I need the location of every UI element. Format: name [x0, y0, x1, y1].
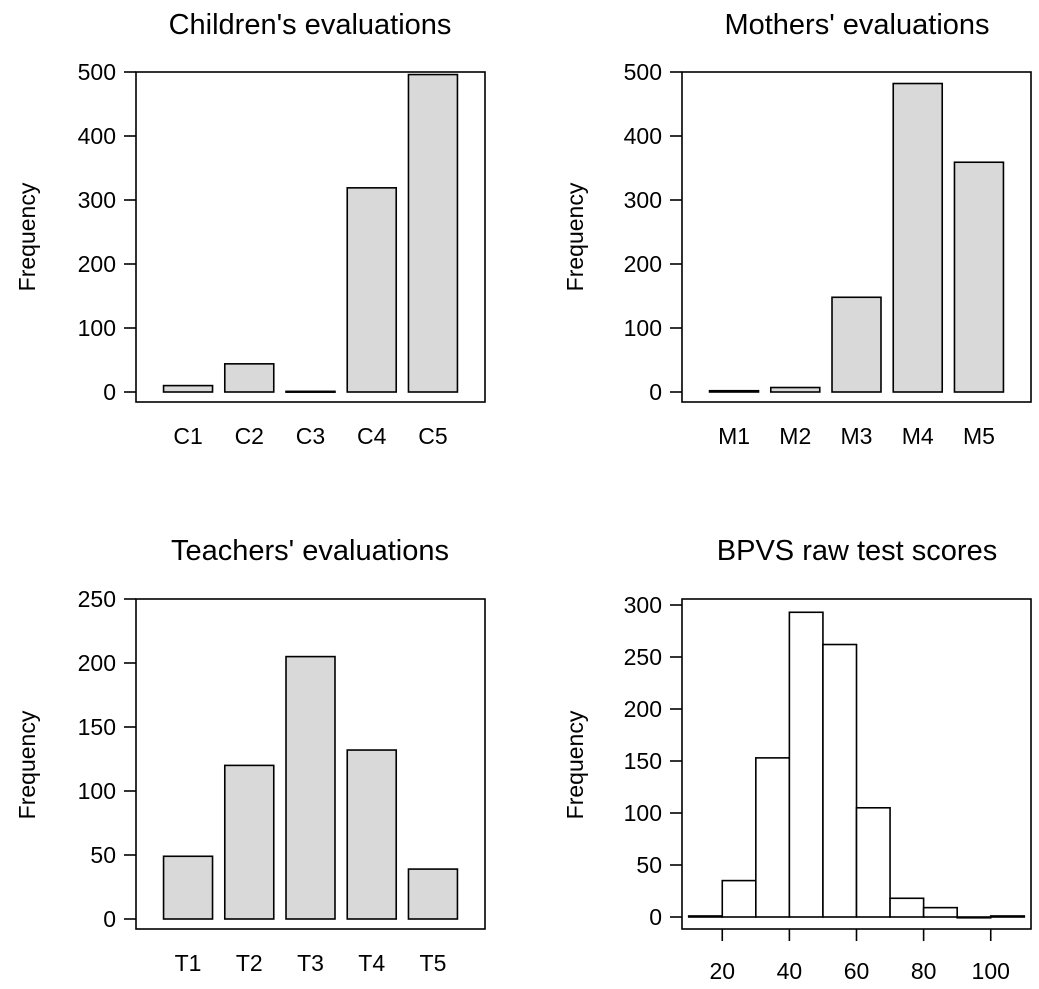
- x-tick-label: M3: [841, 423, 873, 449]
- bar: [346, 749, 398, 920]
- x-tick-label: C1: [173, 423, 202, 449]
- chart-title: Children's evaluations: [169, 9, 452, 41]
- histogram-bin: [855, 806, 891, 918]
- y-tick-label: 150: [78, 714, 116, 740]
- bar: [285, 655, 336, 920]
- x-tick-label: M2: [779, 423, 811, 449]
- chart-title: BPVS raw test scores: [717, 535, 997, 567]
- y-tick-label: 50: [636, 852, 662, 878]
- y-tick-label: 300: [78, 187, 116, 213]
- bar: [285, 390, 336, 393]
- chart-panel-bpvs: BPVS raw test scores Frequency 0 50 100 150…: [562, 535, 1032, 984]
- y-tick-label: 150: [624, 748, 662, 774]
- histogram-bin: [989, 915, 1026, 918]
- x-tick-label: T2: [236, 950, 263, 976]
- histogram-bin: [822, 643, 858, 918]
- y-tick-label: 0: [649, 379, 662, 405]
- histogram-bin: [956, 916, 992, 919]
- y-tick-label: 100: [624, 315, 662, 341]
- bar: [223, 363, 275, 393]
- plot-area: 0 50 100 150 200 250 T1 T2 T3 T4 T5: [78, 586, 459, 976]
- chart-title: Mothers' evaluations: [724, 9, 989, 41]
- y-tick-label: 0: [103, 379, 116, 405]
- bar: [223, 764, 275, 920]
- y-tick-label: 0: [103, 906, 116, 932]
- plot-area: 0 100 200 300 400 500 C1 C2 C3 C4 C5: [78, 59, 459, 449]
- histogram-bin: [755, 757, 791, 918]
- bar: [346, 187, 398, 393]
- y-tick-label: 250: [624, 644, 662, 670]
- bar: [162, 384, 214, 393]
- chart-panel-teachers: Teachers' evaluations Frequency 0 50 100 15…: [14, 535, 486, 976]
- histogram-bin: [788, 611, 824, 918]
- y-tick-label: 300: [624, 592, 662, 618]
- bar: [407, 73, 459, 393]
- chart-title: Teachers' evaluations: [171, 535, 449, 567]
- x-tick-label: T4: [358, 950, 385, 976]
- y-tick-label: 400: [624, 123, 662, 149]
- x-tick-label: 60: [844, 958, 870, 984]
- bar: [407, 868, 459, 920]
- histogram-bin: [922, 906, 958, 918]
- x-tick-label: T3: [297, 950, 324, 976]
- bar: [953, 161, 1005, 393]
- bar: [831, 296, 882, 393]
- y-axis-label: Frequency: [562, 710, 588, 819]
- y-axis-label: Frequency: [14, 182, 40, 291]
- y-tick-label: 200: [78, 650, 116, 676]
- y-tick-label: 250: [78, 586, 116, 612]
- y-tick-label: 200: [624, 251, 662, 277]
- bar: [769, 386, 821, 393]
- y-tick-label: 200: [78, 251, 116, 277]
- x-tick-label: C5: [418, 423, 447, 449]
- x-tick-label: 80: [911, 958, 937, 984]
- x-tick-label: C2: [235, 423, 264, 449]
- x-tick-label: C3: [296, 423, 325, 449]
- histogram-bin: [721, 879, 757, 918]
- plot-area: 0 100 200 300 400 500 M1 M2 M3 M4 M5: [624, 59, 1005, 449]
- y-tick-label: 200: [624, 696, 662, 722]
- histogram-bin: [687, 915, 724, 918]
- plot-frame: [135, 598, 486, 930]
- histogram-bin: [889, 897, 925, 918]
- x-tick-label: M4: [902, 423, 934, 449]
- x-tick-label: T5: [420, 950, 447, 976]
- y-tick-label: 100: [78, 315, 116, 341]
- chart-panel-mothers: Mothers' evaluations Frequency 0 100 200 30…: [562, 9, 1032, 449]
- y-tick-label: 50: [90, 842, 116, 868]
- chart-panel-children: Children's evaluations Frequency 0 100 200…: [14, 9, 486, 449]
- y-tick-label: 0: [649, 904, 662, 930]
- y-tick-label: 400: [78, 123, 116, 149]
- x-tick-label: C4: [357, 423, 387, 449]
- x-tick-label: 40: [777, 958, 803, 984]
- x-tick-label: T1: [175, 950, 202, 976]
- y-tick-label: 100: [624, 800, 662, 826]
- x-tick-label: M5: [963, 423, 995, 449]
- x-tick-label: M1: [718, 423, 750, 449]
- bar: [892, 82, 944, 393]
- y-axis-label: Frequency: [562, 182, 588, 291]
- bar: [162, 855, 214, 920]
- y-tick-label: 300: [624, 187, 662, 213]
- y-tick-label: 100: [78, 778, 116, 804]
- plot-frame: [135, 71, 486, 403]
- y-tick-label: 500: [78, 59, 116, 85]
- y-tick-label: 500: [624, 59, 662, 85]
- x-tick-label: 20: [709, 958, 735, 984]
- x-tick-label: 100: [972, 958, 1010, 984]
- plot-area: 0 50 100 150 200 250 300 20 40 60 80 100: [624, 592, 1026, 984]
- bar: [708, 389, 760, 393]
- plot-frame: [681, 71, 1032, 403]
- y-axis-label: Frequency: [14, 710, 40, 819]
